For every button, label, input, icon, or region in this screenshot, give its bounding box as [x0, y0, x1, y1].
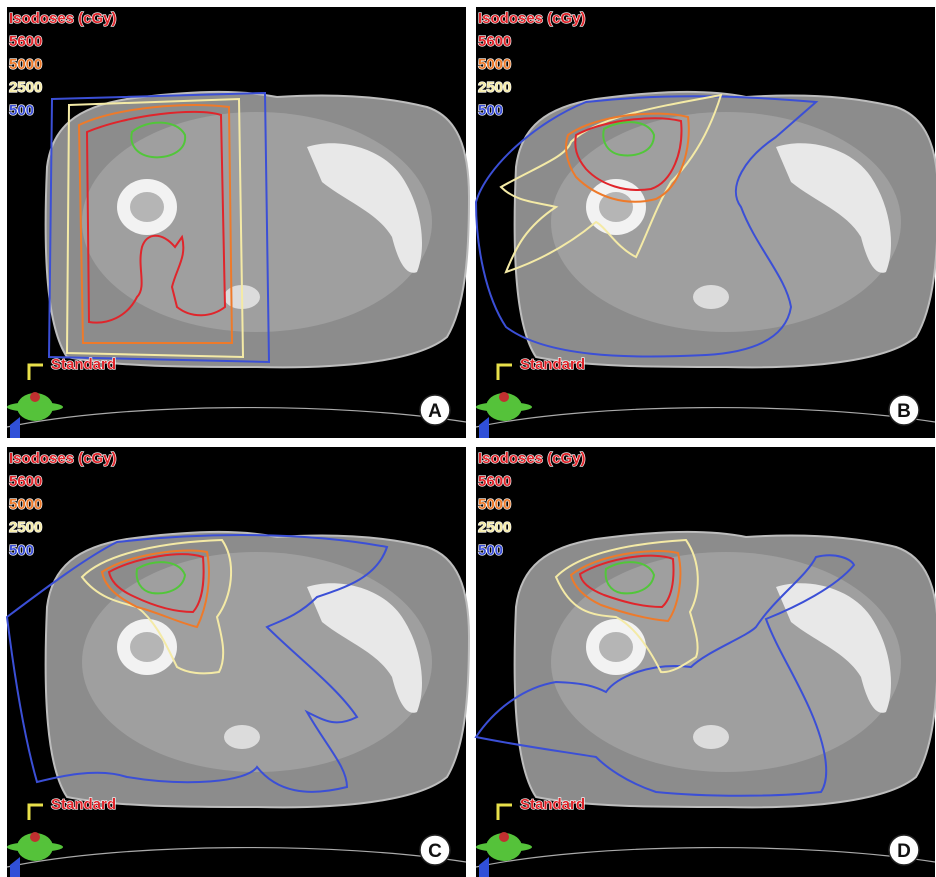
legend-level: 500 — [9, 102, 34, 119]
panel-label: B — [897, 401, 911, 422]
legend-title: Isodoses (cGy) — [9, 450, 117, 467]
sacrum — [224, 725, 260, 749]
legend-level: 5000 — [478, 56, 511, 73]
legend-level: 5600 — [478, 473, 511, 490]
legend-level: 5000 — [9, 496, 42, 513]
legend-level: 5600 — [9, 33, 42, 50]
panel-label: A — [428, 401, 442, 422]
legend-level: 5600 — [478, 33, 511, 50]
panel-label: D — [897, 841, 911, 862]
plan-name: Standard — [520, 796, 585, 813]
legend-level: 5000 — [478, 496, 511, 513]
panel: Isodoses (cGy) 5600 5000 2500 500 Standard B — [476, 7, 936, 438]
orientation-head — [30, 392, 40, 402]
legend-level: 2500 — [9, 79, 42, 96]
legend-level: 2500 — [9, 519, 42, 536]
legend-level: 5600 — [9, 473, 42, 490]
plan-name: Standard — [51, 356, 116, 373]
legend-level: 2500 — [478, 519, 511, 536]
panel: Isodoses (cGy) 5600 5000 2500 500 Standard C — [7, 447, 469, 877]
figure: Isodoses (cGy)560050002500500StandardAIs… — [0, 0, 936, 877]
panel: Isodoses (cGy) 5600 5000 2500 500 Standard D — [476, 447, 936, 877]
legend-title: Isodoses (cGy) — [478, 450, 586, 467]
legend-title: Isodoses (cGy) — [9, 10, 117, 27]
orientation-arms — [476, 402, 532, 412]
left-femoral-core — [130, 192, 164, 222]
legend-level: 5000 — [9, 56, 42, 73]
plan-name: Standard — [51, 796, 116, 813]
orientation-arms — [476, 842, 532, 852]
orientation-arms — [7, 842, 63, 852]
sacrum — [693, 725, 729, 749]
orientation-head — [499, 392, 509, 402]
orientation-head — [499, 832, 509, 842]
left-femoral-core — [599, 632, 633, 662]
legend-level: 500 — [478, 542, 503, 559]
orientation-head — [30, 832, 40, 842]
legend-level: 2500 — [478, 79, 511, 96]
orientation-arms — [7, 402, 63, 412]
plan-name: Standard — [520, 356, 585, 373]
legend-level: 500 — [478, 102, 503, 119]
legend-level: 500 — [9, 542, 34, 559]
panel: Isodoses (cGy) 5600 5000 2500 500 Standard A — [7, 7, 469, 438]
left-femoral-core — [130, 632, 164, 662]
legend-title: Isodoses (cGy) — [478, 10, 586, 27]
panel-label: C — [428, 841, 442, 862]
page: Isodoses (cGy)560050002500500StandardAIs… — [0, 0, 936, 877]
sacrum — [693, 285, 729, 309]
